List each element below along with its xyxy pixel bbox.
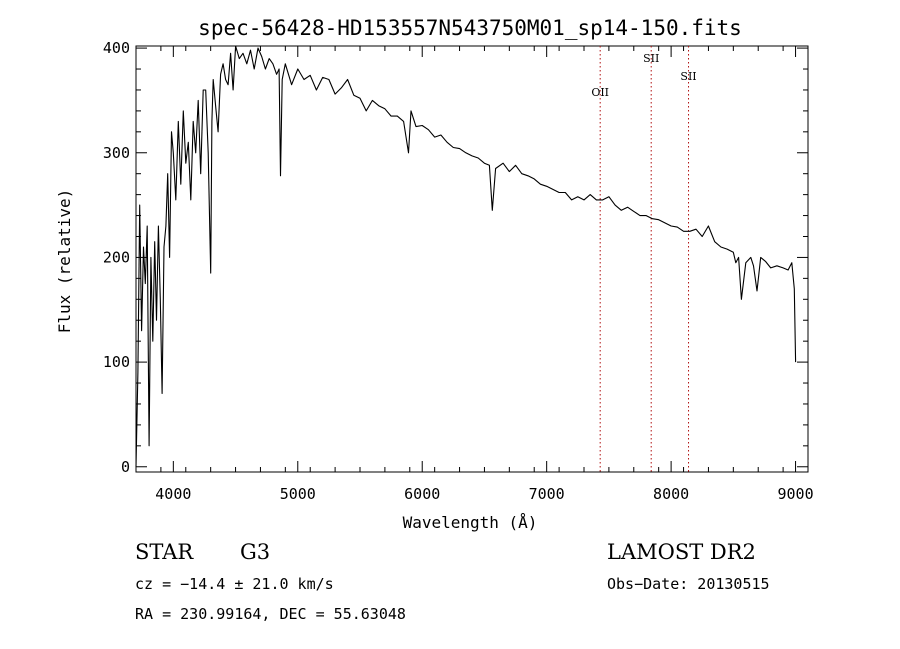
x-tick-label: 5000 [280, 485, 316, 503]
emission-line-markers: OII SII SII [591, 46, 697, 472]
axes: 4000 5000 6000 7000 8000 9000 0 100 200 300 400 [103, 39, 814, 503]
observation-date: Obs−Date: 20130515 [607, 575, 770, 593]
x-tick-label: 6000 [404, 485, 440, 503]
x-tick-label: 7000 [529, 485, 565, 503]
y-axis-label: Flux (relative) [55, 189, 74, 334]
x-tick-label: 4000 [155, 485, 191, 503]
line-marker-label: OII [591, 86, 609, 99]
y-tick-label: 400 [103, 39, 130, 57]
x-tick-label: 8000 [653, 485, 689, 503]
coordinates: RA = 230.99164, DEC = 55.63048 [135, 605, 406, 623]
chart-title: spec-56428-HD153557N543750M01_sp14-150.f… [198, 16, 742, 40]
line-marker-label: SII [680, 70, 696, 83]
object-class: STAR [135, 540, 194, 564]
line-marker-label: SII [643, 52, 659, 65]
plot-frame [135, 45, 809, 473]
y-tick-label: 100 [103, 353, 130, 371]
y-tick-label: 200 [103, 248, 130, 266]
y-tick-label: 300 [103, 144, 130, 162]
series-line-flux [135, 45, 797, 467]
velocity-readout: cz = −14.4 ± 21.0 km/s [135, 575, 334, 593]
subclass: G3 [240, 540, 271, 564]
survey-name: LAMOST DR2 [607, 540, 756, 564]
x-tick-label: 9000 [777, 485, 813, 503]
x-axis-label: Wavelength (Å) [403, 513, 538, 532]
y-tick-label: 0 [121, 458, 130, 476]
spectrum-series [135, 45, 797, 467]
